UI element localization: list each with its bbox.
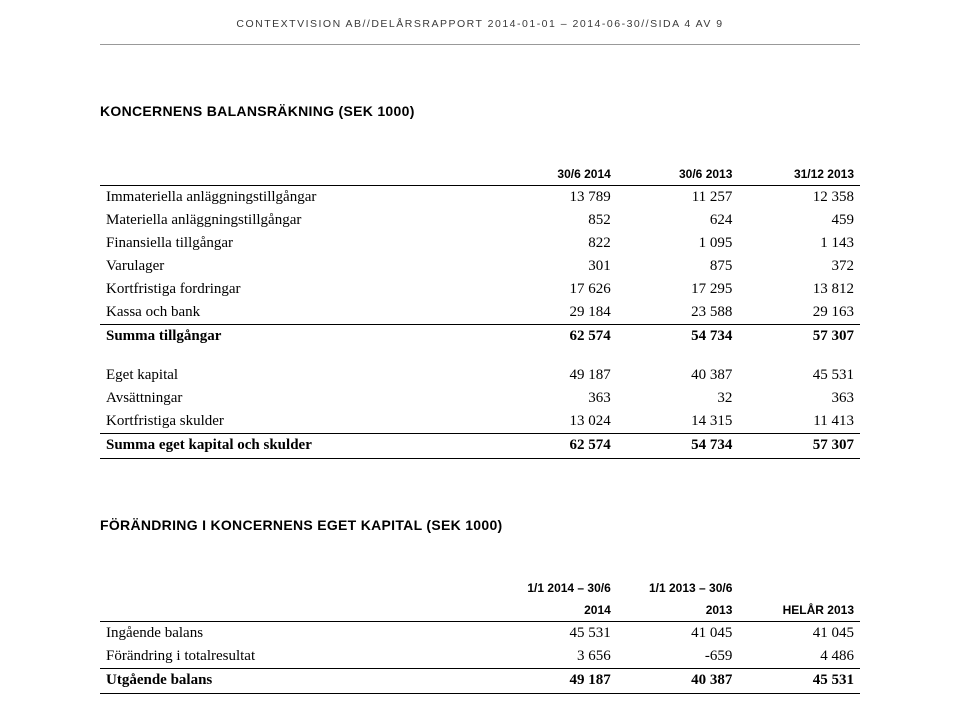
row-label: Immateriella anläggningstillgångar bbox=[100, 186, 495, 210]
sum-row: Summa eget kapital och skulder 62 574 54… bbox=[100, 434, 860, 459]
cell: 875 bbox=[617, 255, 739, 278]
col-blank bbox=[100, 577, 495, 599]
cell: 459 bbox=[738, 209, 860, 232]
row-label: Varulager bbox=[100, 255, 495, 278]
cell: 54 734 bbox=[617, 325, 739, 349]
row-label: Ingående balans bbox=[100, 622, 495, 646]
table-row: Eget kapital 49 187 40 387 45 531 bbox=[100, 364, 860, 387]
equity-table: 1/1 2014 – 30/6 1/1 2013 – 30/6 2014 201… bbox=[100, 577, 860, 694]
table-header-row: 30/6 2014 30/6 2013 31/12 2013 bbox=[100, 163, 860, 186]
row-label: Avsättningar bbox=[100, 387, 495, 410]
header-rule bbox=[100, 44, 860, 45]
table-row: Kassa och bank 29 184 23 588 29 163 bbox=[100, 301, 860, 325]
row-label: Materiella anläggningstillgångar bbox=[100, 209, 495, 232]
row-label: Eget kapital bbox=[100, 364, 495, 387]
cell: 57 307 bbox=[738, 434, 860, 459]
cell: 17 295 bbox=[617, 278, 739, 301]
cell: 45 531 bbox=[738, 669, 860, 694]
cell: 29 163 bbox=[738, 301, 860, 325]
cell: 45 531 bbox=[738, 364, 860, 387]
row-label: Kortfristiga fordringar bbox=[100, 278, 495, 301]
table-row: Immateriella anläggningstillgångar 13 78… bbox=[100, 186, 860, 210]
row-label: Summa eget kapital och skulder bbox=[100, 434, 495, 459]
cell: 4 486 bbox=[738, 645, 860, 669]
cell: 1 095 bbox=[617, 232, 739, 255]
cell: 1 143 bbox=[738, 232, 860, 255]
cell: 49 187 bbox=[495, 364, 617, 387]
cell: 301 bbox=[495, 255, 617, 278]
balance-table: 30/6 2014 30/6 2013 31/12 2013 Immaterie… bbox=[100, 163, 860, 459]
cell: 12 358 bbox=[738, 186, 860, 210]
cell: 363 bbox=[738, 387, 860, 410]
cell: 17 626 bbox=[495, 278, 617, 301]
section2-title: FÖRÄNDRING I KONCERNENS EGET KAPITAL (SE… bbox=[100, 517, 860, 533]
cell: 372 bbox=[738, 255, 860, 278]
cell: 13 789 bbox=[495, 186, 617, 210]
section1-title: KONCERNENS BALANSRÄKNING (SEK 1000) bbox=[100, 103, 860, 119]
cell: 11 413 bbox=[738, 410, 860, 434]
cell: 624 bbox=[617, 209, 739, 232]
gap-row bbox=[100, 348, 860, 364]
row-label: Finansiella tillgångar bbox=[100, 232, 495, 255]
table-row: Ingående balans 45 531 41 045 41 045 bbox=[100, 622, 860, 646]
sum-row: Summa tillgångar 62 574 54 734 57 307 bbox=[100, 325, 860, 349]
cell: 57 307 bbox=[738, 325, 860, 349]
cell: 14 315 bbox=[617, 410, 739, 434]
table-row: Kortfristiga skulder 13 024 14 315 11 41… bbox=[100, 410, 860, 434]
col-2013: 2013 bbox=[617, 599, 739, 622]
col-2014: 30/6 2014 bbox=[495, 163, 617, 186]
table-row: Materiella anläggningstillgångar 852 624… bbox=[100, 209, 860, 232]
cell: 11 257 bbox=[617, 186, 739, 210]
page-header: CONTEXTVISION AB//DELÅRSRAPPORT 2014-01-… bbox=[100, 18, 860, 44]
cell: 40 387 bbox=[617, 669, 739, 694]
col-full bbox=[738, 577, 860, 599]
table-row: Varulager 301 875 372 bbox=[100, 255, 860, 278]
col-2014: 2014 bbox=[495, 599, 617, 622]
cell: 13 024 bbox=[495, 410, 617, 434]
table-row: Förändring i totalresultat 3 656 -659 4 … bbox=[100, 645, 860, 669]
cell: 49 187 bbox=[495, 669, 617, 694]
row-label: Kassa och bank bbox=[100, 301, 495, 325]
table-row: Kortfristiga fordringar 17 626 17 295 13… bbox=[100, 278, 860, 301]
cell: 32 bbox=[617, 387, 739, 410]
col-full: HELÅR 2013 bbox=[738, 599, 860, 622]
cell: 13 812 bbox=[738, 278, 860, 301]
table-row: Finansiella tillgångar 822 1 095 1 143 bbox=[100, 232, 860, 255]
cell: 29 184 bbox=[495, 301, 617, 325]
cell: -659 bbox=[617, 645, 739, 669]
cell: 23 588 bbox=[617, 301, 739, 325]
cell: 54 734 bbox=[617, 434, 739, 459]
cell: 3 656 bbox=[495, 645, 617, 669]
cell: 41 045 bbox=[617, 622, 739, 646]
cell: 40 387 bbox=[617, 364, 739, 387]
cell: 852 bbox=[495, 209, 617, 232]
cell: 62 574 bbox=[495, 325, 617, 349]
col-2014: 1/1 2014 – 30/6 bbox=[495, 577, 617, 599]
table-header-row-top: 1/1 2014 – 30/6 1/1 2013 – 30/6 bbox=[100, 577, 860, 599]
col-2013: 30/6 2013 bbox=[617, 163, 739, 186]
col-blank bbox=[100, 599, 495, 622]
cell: 41 045 bbox=[738, 622, 860, 646]
col-blank bbox=[100, 163, 495, 186]
col-2013: 1/1 2013 – 30/6 bbox=[617, 577, 739, 599]
row-label: Kortfristiga skulder bbox=[100, 410, 495, 434]
page: CONTEXTVISION AB//DELÅRSRAPPORT 2014-01-… bbox=[0, 0, 960, 724]
cell: 822 bbox=[495, 232, 617, 255]
row-label: Summa tillgångar bbox=[100, 325, 495, 349]
cell: 45 531 bbox=[495, 622, 617, 646]
row-label: Förändring i totalresultat bbox=[100, 645, 495, 669]
sum-row: Utgående balans 49 187 40 387 45 531 bbox=[100, 669, 860, 694]
col-full: 31/12 2013 bbox=[738, 163, 860, 186]
table-row: Avsättningar 363 32 363 bbox=[100, 387, 860, 410]
cell: 62 574 bbox=[495, 434, 617, 459]
row-label: Utgående balans bbox=[100, 669, 495, 694]
cell: 363 bbox=[495, 387, 617, 410]
table-header-row-bottom: 2014 2013 HELÅR 2013 bbox=[100, 599, 860, 622]
